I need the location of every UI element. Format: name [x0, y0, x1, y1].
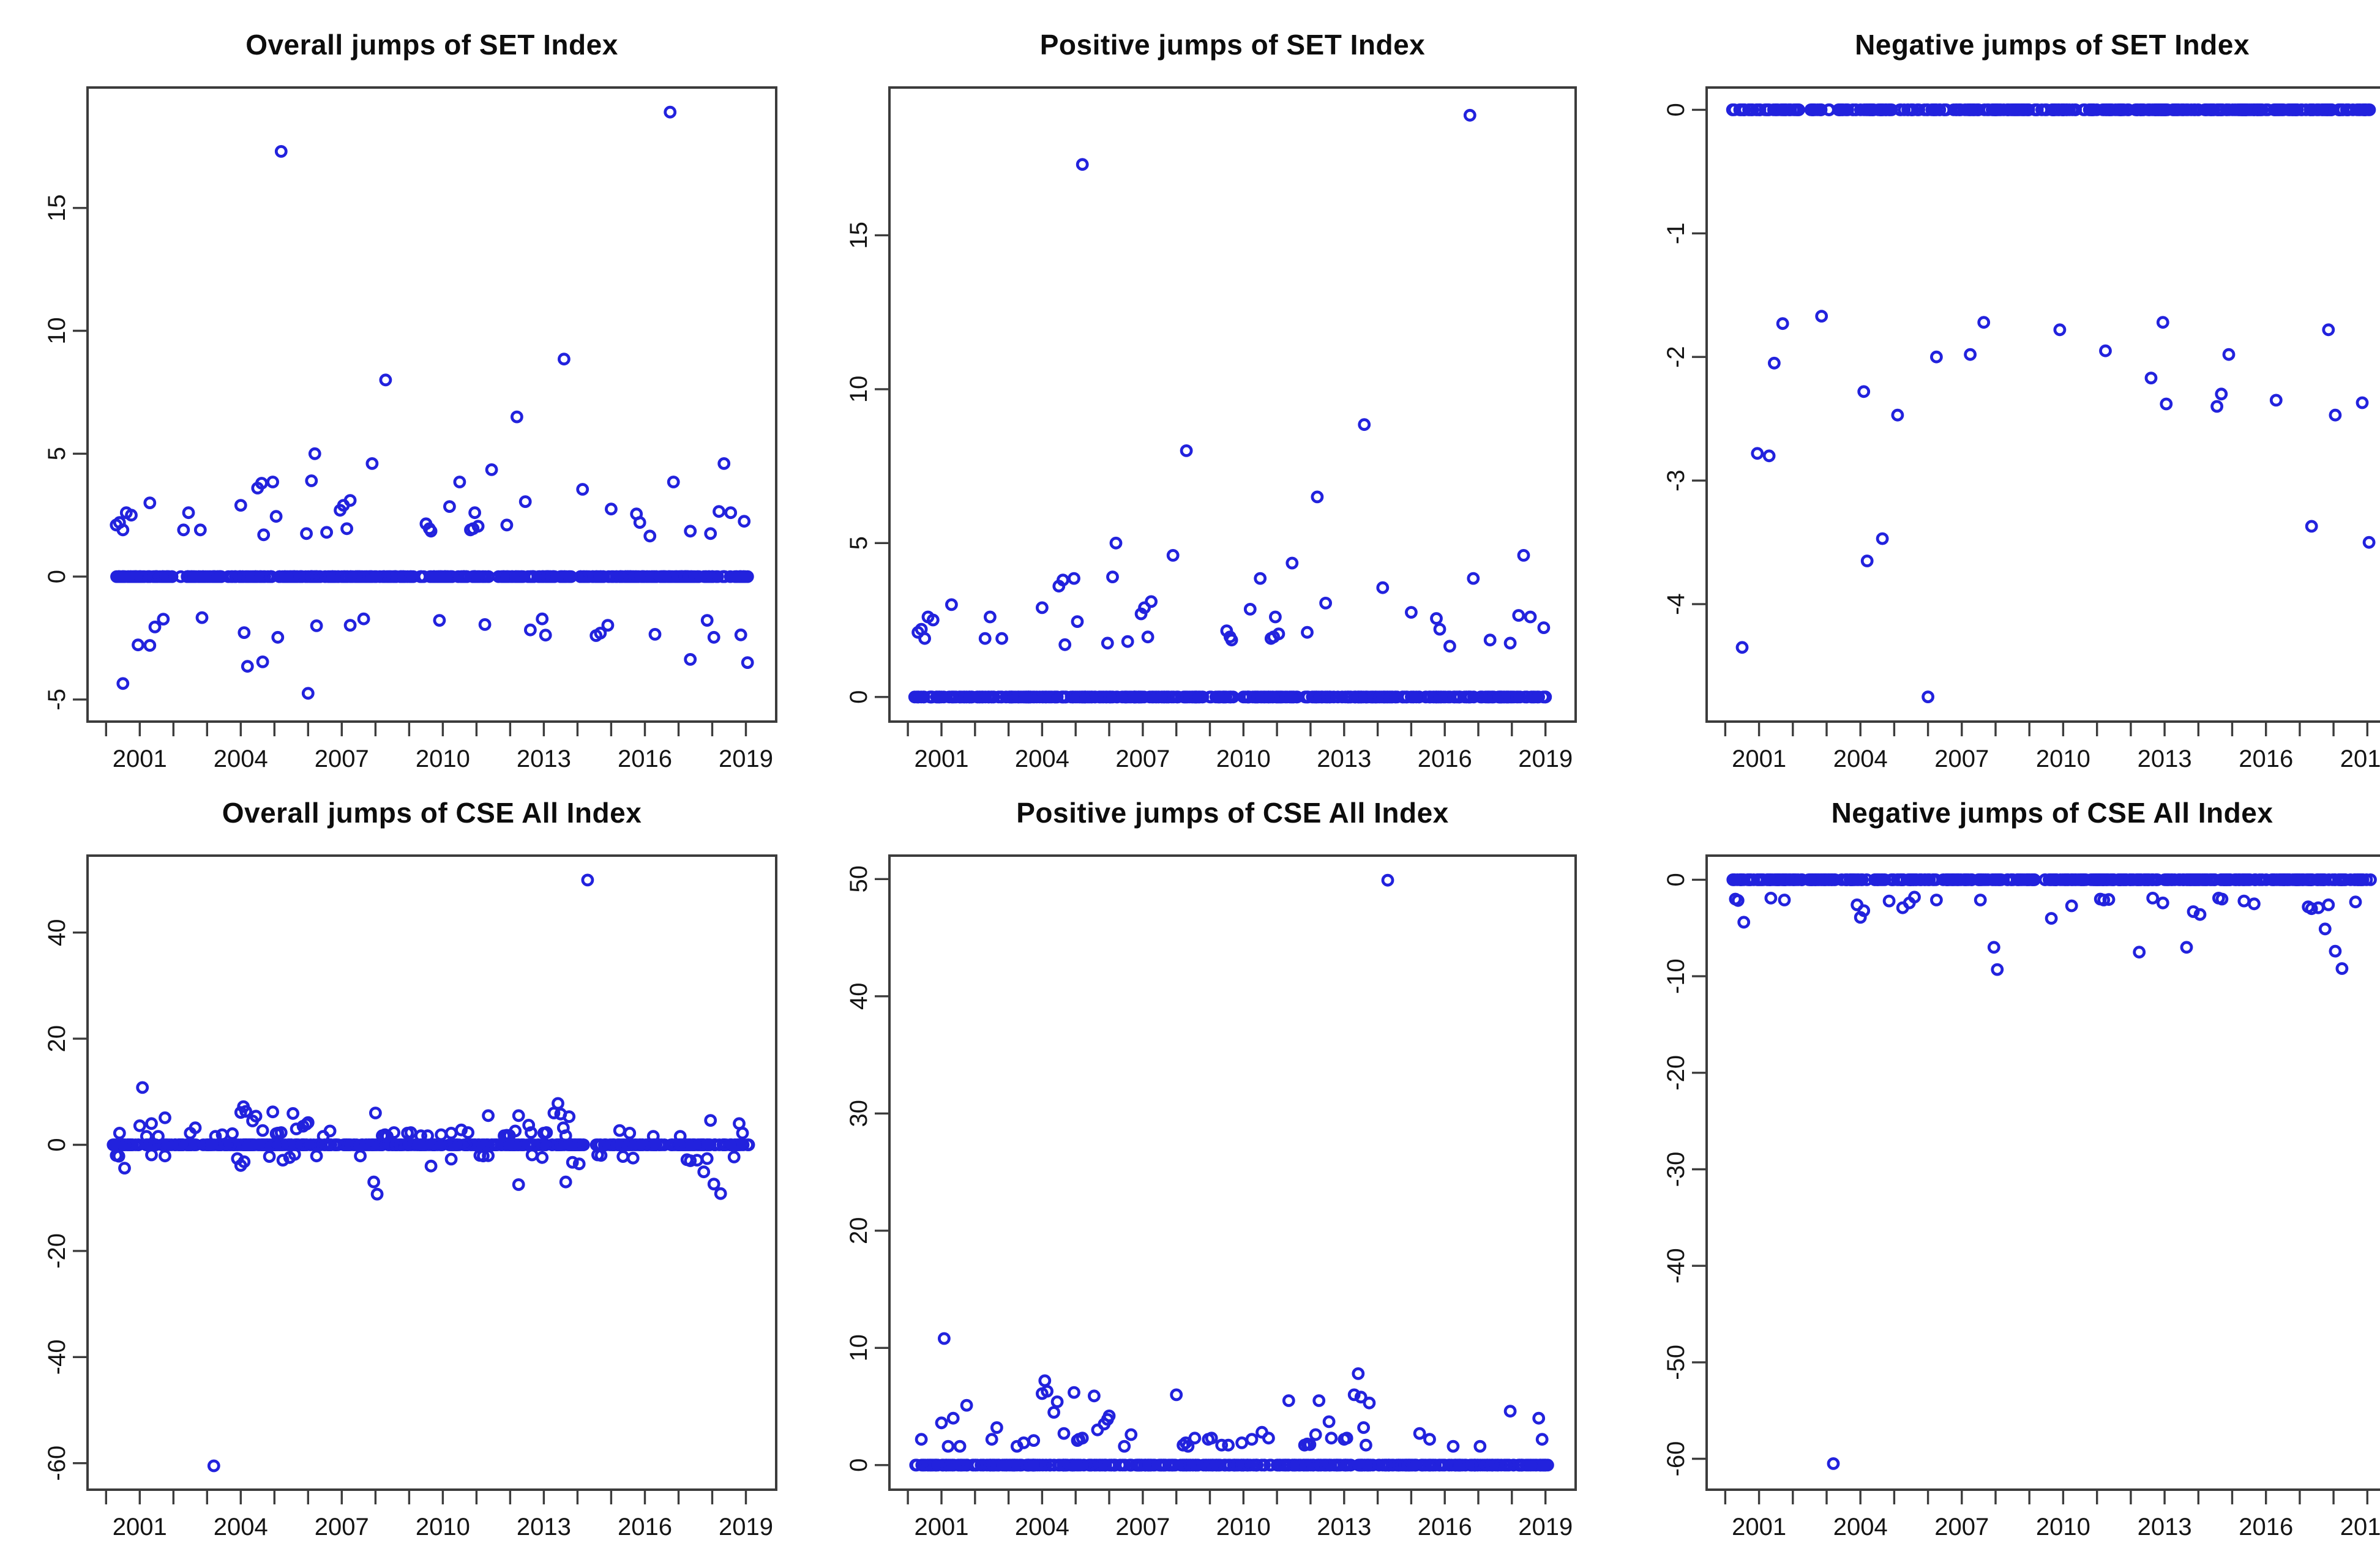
chart-title-cse-negative: Negative jumps of CSE All Index — [1831, 797, 2273, 829]
svg-text:2004: 2004 — [214, 1514, 268, 1540]
panel-cse-overall: Overall jumps of CSE All Index 2001 2004 2… — [24, 778, 820, 1546]
svg-text:2016: 2016 — [618, 1514, 672, 1540]
svg-text:0: 0 — [1663, 873, 1690, 886]
svg-text:2013: 2013 — [1317, 745, 1371, 772]
svg-text:2001: 2001 — [1732, 1514, 1786, 1540]
svg-text:2007: 2007 — [315, 745, 369, 772]
svg-text:2013: 2013 — [2138, 745, 2192, 772]
svg-text:2010: 2010 — [416, 1514, 470, 1540]
scatter-plot-set-overall: 2001 2004 2007 2010 2013 2016 2019 -5 0 5 10 15 — [43, 86, 777, 772]
scatter-plot-set-positive: 2001 2004 2007 2010 2013 2016 2019 0 5 10 15 — [845, 86, 1577, 772]
svg-text:-10: -10 — [1663, 958, 1690, 994]
chart-title-cse-overall: Overall jumps of CSE All Index — [222, 797, 642, 829]
svg-text:2019: 2019 — [2340, 745, 2380, 772]
svg-text:2007: 2007 — [1934, 1514, 1989, 1540]
svg-text:50: 50 — [845, 865, 872, 893]
panel-set-negative: Negative jumps of SET Index 2001 2004 2007… — [1616, 10, 2380, 778]
svg-text:20: 20 — [845, 1217, 872, 1245]
svg-text:10: 10 — [43, 317, 70, 345]
svg-text:2007: 2007 — [315, 1514, 369, 1540]
svg-text:2013: 2013 — [1317, 1514, 1371, 1540]
scatter-plot-cse-overall: 2001 2004 2007 2010 2013 2016 2019 -60 -40 -20 0 20… — [43, 854, 777, 1540]
svg-text:-40: -40 — [1663, 1248, 1690, 1283]
svg-text:0: 0 — [43, 1138, 70, 1151]
svg-text:-3: -3 — [1663, 469, 1690, 491]
svg-text:15: 15 — [43, 195, 70, 222]
svg-text:0: 0 — [845, 690, 872, 704]
panel-cse-positive: Positive jumps of CSE All Index 2001 2004… — [820, 778, 1616, 1546]
svg-text:2001: 2001 — [113, 745, 167, 772]
svg-text:2001: 2001 — [915, 1514, 969, 1540]
svg-text:-20: -20 — [43, 1233, 70, 1269]
svg-text:2016: 2016 — [1418, 1514, 1472, 1540]
svg-text:-30: -30 — [1663, 1152, 1690, 1187]
svg-text:2001: 2001 — [113, 1514, 167, 1540]
svg-text:2004: 2004 — [1015, 1514, 1069, 1540]
svg-text:-50: -50 — [1663, 1345, 1690, 1380]
svg-text:2007: 2007 — [1115, 1514, 1170, 1540]
svg-text:2001: 2001 — [915, 745, 969, 772]
svg-text:2019: 2019 — [719, 1514, 773, 1540]
svg-text:-40: -40 — [43, 1339, 70, 1375]
svg-text:-2: -2 — [1663, 346, 1690, 368]
chart-title-set-negative: Negative jumps of SET Index — [1855, 29, 2250, 61]
svg-text:2019: 2019 — [719, 745, 773, 772]
svg-text:2007: 2007 — [1934, 745, 1989, 772]
chart-title-set-overall: Overall jumps of SET Index — [245, 29, 618, 61]
svg-text:2004: 2004 — [1833, 1514, 1888, 1540]
svg-text:40: 40 — [845, 983, 872, 1010]
svg-text:2010: 2010 — [1216, 745, 1271, 772]
svg-text:10: 10 — [845, 376, 872, 403]
svg-text:2001: 2001 — [1732, 745, 1786, 772]
svg-text:2016: 2016 — [618, 745, 672, 772]
svg-text:40: 40 — [43, 919, 70, 946]
svg-text:10: 10 — [845, 1334, 872, 1362]
svg-text:-1: -1 — [1663, 223, 1690, 245]
svg-text:2004: 2004 — [214, 745, 268, 772]
panel-set-positive: Positive jumps of SET Index 2001 2004 2007… — [820, 10, 1616, 778]
svg-text:-5: -5 — [43, 689, 70, 711]
svg-text:-4: -4 — [1663, 593, 1690, 615]
svg-text:0: 0 — [43, 570, 70, 583]
svg-text:2004: 2004 — [1015, 745, 1069, 772]
svg-text:2016: 2016 — [2239, 745, 2293, 772]
chart-title-set-positive: Positive jumps of SET Index — [1039, 29, 1426, 61]
scatter-plot-set-negative: 2001 2004 2007 2010 2013 2016 2019 0 -1 -2 -3 -4 — [1663, 86, 2380, 772]
svg-text:2010: 2010 — [1216, 1514, 1271, 1540]
svg-text:2019: 2019 — [1518, 745, 1573, 772]
panel-set-overall: Overall jumps of SET Index 2001 2004 2007 2… — [24, 10, 820, 778]
svg-text:-20: -20 — [1663, 1055, 1690, 1091]
svg-text:2010: 2010 — [2036, 1514, 2090, 1540]
svg-text:30: 30 — [845, 1100, 872, 1127]
svg-text:2010: 2010 — [416, 745, 470, 772]
chart-title-cse-positive: Positive jumps of CSE All Index — [1016, 797, 1449, 829]
scatter-plot-cse-positive: 2001 2004 2007 2010 2013 2016 2019 0 10 20 30 40 50 — [845, 854, 1577, 1540]
svg-text:2013: 2013 — [2138, 1514, 2192, 1540]
svg-text:2019: 2019 — [1518, 1514, 1573, 1540]
panel-cse-negative: Negative jumps of CSE All Index 2001 2004… — [1616, 778, 2380, 1546]
svg-text:0: 0 — [845, 1458, 872, 1472]
svg-text:-60: -60 — [1663, 1441, 1690, 1477]
svg-text:20: 20 — [43, 1025, 70, 1053]
svg-text:0: 0 — [1663, 103, 1690, 116]
svg-text:2013: 2013 — [517, 1514, 571, 1540]
svg-text:2016: 2016 — [2239, 1514, 2293, 1540]
svg-text:-60: -60 — [43, 1446, 70, 1481]
svg-text:2019: 2019 — [2340, 1514, 2380, 1540]
svg-text:2007: 2007 — [1115, 745, 1170, 772]
scatter-plot-cse-negative: 2001 2004 2007 2010 2013 2016 2019 0 -10 -20 -30 -4… — [1663, 854, 2380, 1540]
svg-text:2004: 2004 — [1833, 745, 1888, 772]
svg-text:2010: 2010 — [2036, 745, 2090, 772]
svg-text:5: 5 — [43, 447, 70, 460]
svg-text:15: 15 — [845, 222, 872, 249]
svg-text:2013: 2013 — [517, 745, 571, 772]
svg-text:2016: 2016 — [1418, 745, 1472, 772]
svg-text:5: 5 — [845, 536, 872, 550]
